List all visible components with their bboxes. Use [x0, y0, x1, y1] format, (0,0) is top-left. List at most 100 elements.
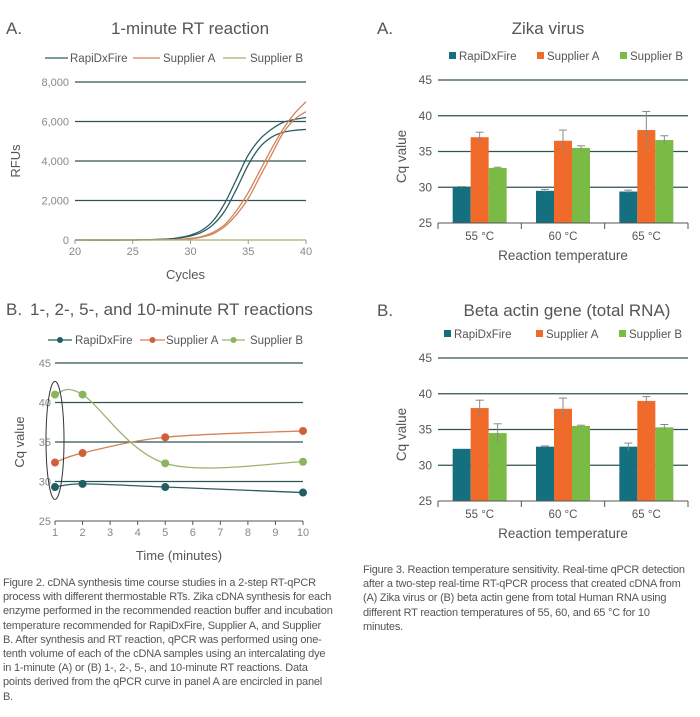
y-axis-label: Cq value: [394, 408, 409, 461]
y-tick-label: 2,000: [41, 196, 69, 208]
y-tick-label: 45: [419, 351, 433, 365]
legend-label: Supplier B: [630, 51, 683, 63]
y-axis-label: Cq value: [12, 416, 27, 467]
y-axis-label: RFUs: [8, 144, 23, 178]
x-tick-label: 4: [135, 527, 141, 539]
bar-supplier-a: [554, 408, 572, 501]
bar-rapidxfire: [452, 187, 471, 223]
series-line-0: [54, 483, 304, 494]
x-tick-label: 55 °C: [465, 231, 494, 243]
data-point: [51, 390, 59, 399]
y-tick-label: 25: [419, 216, 433, 230]
x-axis-label: Cycles: [166, 267, 206, 282]
y-tick-label: 6,000: [41, 117, 69, 129]
y-tick-label: 45: [39, 358, 51, 370]
legend-swatch-1: [536, 330, 543, 337]
legend-label: Supplier A: [546, 329, 599, 341]
chart-title: Zika virus: [512, 19, 585, 38]
x-tick-label: 2: [79, 527, 85, 539]
legend-swatch-2: [620, 52, 627, 59]
x-tick-label: 40: [300, 246, 312, 258]
legend-label: Supplier A: [166, 335, 219, 347]
legend-marker-2: [230, 337, 237, 343]
bar-supplier-a: [637, 130, 656, 223]
legend-swatch-2: [619, 330, 626, 337]
legend-label: Supplier B: [629, 329, 682, 341]
legend-label: RapiDxFire: [75, 335, 133, 347]
x-tick-label: 35: [242, 246, 254, 258]
x-tick-label: 60 °C: [549, 509, 578, 521]
x-tick-label: 3: [107, 527, 113, 539]
panel-label: B.: [377, 301, 393, 320]
legend-swatch-0: [444, 330, 451, 337]
x-tick-label: 6: [190, 527, 196, 539]
y-tick-label: 8,000: [41, 77, 69, 89]
bar-rapidxfire: [619, 446, 638, 501]
legend-marker-1: [149, 337, 156, 343]
y-tick-label: 25: [419, 494, 433, 508]
x-axis-label: Reaction temperature: [498, 526, 628, 541]
x-tick-label: 10: [297, 527, 309, 539]
y-tick-label: 30: [419, 458, 433, 472]
bar-supplier-b: [572, 147, 590, 223]
data-point: [299, 426, 307, 435]
series-line-supplier-a: [74, 111, 307, 241]
legend-swatch-0: [449, 52, 456, 59]
legend-label: Supplier A: [163, 53, 216, 65]
series-line-rapidxfire: [74, 116, 307, 241]
data-point: [161, 459, 170, 468]
x-tick-label: 55 °C: [465, 509, 494, 521]
x-tick-label: 65 °C: [632, 231, 661, 243]
bar-supplier-b: [655, 140, 674, 223]
chart-title: 1-, 2-, 5-, and 10-minute RT reactions: [30, 300, 313, 319]
x-tick-label: 20: [69, 246, 81, 258]
x-tick-label: 25: [127, 246, 139, 258]
series-line-supplier-a: [74, 101, 307, 241]
data-point: [51, 483, 59, 492]
data-point: [51, 458, 59, 467]
panel-label: A.: [377, 19, 393, 38]
data-point: [299, 457, 307, 466]
x-axis-label: Time (minutes): [136, 548, 222, 563]
x-tick-label: 65 °C: [632, 509, 661, 521]
y-tick-label: 40: [39, 398, 51, 410]
legend-label: RapiDxFire: [70, 53, 128, 65]
y-tick-label: 0: [63, 235, 69, 247]
bar-rapidxfire: [619, 191, 638, 223]
figure-3-caption: Figure 3. Reaction temperature sensitivi…: [363, 564, 685, 633]
bar-supplier-b: [655, 427, 674, 501]
y-tick-label: 40: [419, 109, 433, 123]
y-tick-label: 35: [419, 145, 433, 159]
y-tick-label: 40: [419, 387, 433, 401]
data-point: [78, 390, 87, 399]
legend-label: Supplier B: [250, 335, 303, 347]
bar-supplier-a: [470, 408, 489, 501]
x-tick-label: 5: [162, 527, 168, 539]
legend-label: Supplier B: [250, 53, 303, 65]
x-tick-label: 7: [217, 527, 223, 539]
data-point: [299, 488, 307, 497]
highlight-ellipse: [45, 380, 65, 500]
bar-supplier-b: [488, 433, 507, 501]
y-tick-label: 45: [419, 73, 433, 87]
bar-supplier-b: [488, 167, 507, 223]
chart-title: Beta actin gene (total RNA): [464, 301, 671, 320]
bar-supplier-a: [470, 137, 489, 223]
bar-rapidxfire: [536, 446, 554, 501]
x-tick-label: 9: [272, 527, 278, 539]
y-tick-label: 30: [419, 180, 433, 194]
series-line-2: [54, 388, 304, 469]
x-axis-label: Reaction temperature: [498, 248, 628, 263]
y-tick-label: 25: [39, 516, 51, 528]
series-line-rapidxfire: [74, 128, 307, 241]
bar-rapidxfire: [536, 190, 554, 223]
x-tick-label: 8: [245, 527, 251, 539]
y-tick-label: 35: [419, 423, 433, 437]
legend-label: Supplier A: [547, 51, 600, 63]
legend-label: RapiDxFire: [454, 329, 512, 341]
y-axis-label: Cq value: [394, 130, 409, 183]
panel-label: A.: [6, 19, 22, 38]
bar-supplier-a: [637, 400, 656, 501]
legend-label: RapiDxFire: [459, 51, 517, 63]
